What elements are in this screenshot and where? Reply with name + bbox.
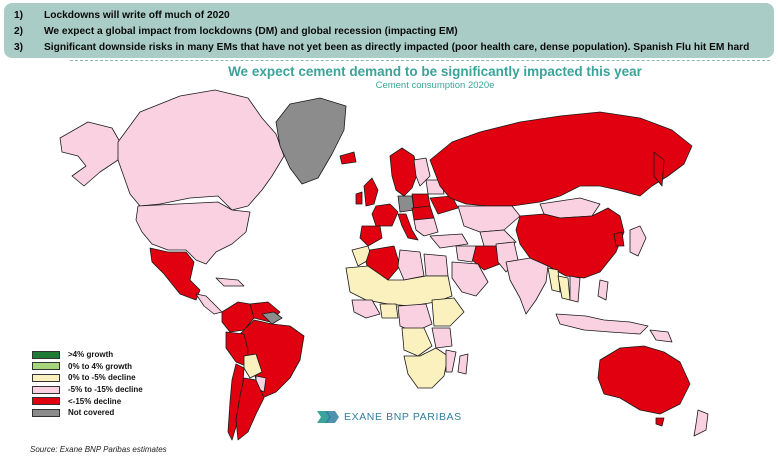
map-legend: >4% growth 0% to 4% growth 0% to -5% dec…	[32, 349, 143, 419]
header-banner: 1) Lockdowns will write off much of 2020…	[4, 3, 774, 58]
region-vietnam	[569, 275, 581, 303]
region-nigeria	[379, 303, 399, 319]
region-greenland	[275, 97, 347, 185]
legend-swatch	[32, 408, 60, 417]
bullet-number: 1)	[14, 10, 24, 21]
region-iceland	[339, 151, 357, 165]
region-italy	[397, 213, 419, 241]
region-west-africa	[351, 299, 381, 319]
legend-item: 0% to 4% growth	[32, 361, 143, 373]
bullet-text: Lockdowns will write off much of 2020	[44, 10, 230, 21]
region-caribbean	[215, 277, 245, 287]
region-southern-africa	[403, 347, 449, 389]
region-thailand	[557, 275, 571, 301]
legend-label: 0% to -5% decline	[68, 373, 136, 383]
region-saudi-arabia	[451, 261, 489, 297]
region-finland	[413, 157, 431, 187]
region-central-europe	[411, 205, 435, 221]
region-kazakhstan	[457, 205, 521, 233]
region-korea	[613, 231, 625, 247]
source-note: Source: Exane BNP Paribas estimates	[30, 445, 167, 454]
legend-swatch	[32, 385, 60, 394]
region-usa	[135, 201, 251, 265]
legend-label: Not covered	[68, 408, 115, 418]
legend-item: Not covered	[32, 407, 143, 419]
bullet-text: Significant downside risks in many EMs t…	[44, 42, 750, 53]
legend-item: 0% to -5% decline	[32, 372, 143, 384]
legend-label: <-15% decline	[68, 396, 122, 406]
region-argentina	[235, 377, 265, 441]
region-philippines	[597, 279, 609, 301]
region-ireland	[355, 191, 363, 205]
legend-label: -5% to -15% decline	[68, 385, 143, 395]
region-iraq-syria	[455, 245, 477, 263]
region-libya	[397, 249, 425, 281]
region-myanmar	[547, 267, 561, 293]
region-russia	[429, 111, 693, 207]
region-east-africa	[431, 297, 465, 327]
region-guianas	[261, 311, 283, 325]
legend-label: 0% to 4% growth	[68, 361, 133, 371]
region-indonesia	[555, 313, 649, 335]
divider-line	[70, 60, 770, 61]
map-title: We expect cement demand to be significan…	[228, 64, 642, 79]
region-tasmania	[655, 417, 665, 427]
legend-swatch	[32, 373, 60, 382]
region-canada	[117, 89, 285, 211]
region-colombia	[221, 301, 255, 333]
map-subtitle: Cement consumption 2020e	[375, 80, 495, 91]
exane-logo: EXANE BNP PARIBAS	[316, 409, 462, 425]
bullet-text: We expect a global impact from lockdowns…	[44, 26, 458, 37]
legend-swatch	[32, 397, 60, 406]
bullet-number: 3)	[14, 42, 24, 53]
region-uk	[363, 177, 379, 207]
legend-swatch	[32, 362, 60, 371]
bullet-number: 2)	[14, 26, 24, 37]
region-ukraine	[429, 195, 459, 215]
region-papua-new-guinea	[649, 329, 673, 343]
region-balkans	[413, 217, 439, 237]
exane-logo-icon	[317, 411, 339, 423]
legend-label: >4% growth	[68, 350, 114, 360]
legend-item: <-15% decline	[32, 395, 143, 407]
region-new-zealand	[693, 409, 709, 437]
region-egypt	[423, 253, 449, 277]
region-alaska	[59, 121, 121, 187]
bullet-1: 1) Lockdowns will write off much of 2020	[14, 8, 774, 24]
region-madagascar	[457, 353, 469, 375]
region-bolivia	[243, 353, 263, 379]
region-turkey	[429, 233, 469, 249]
legend-item: -5% to -15% decline	[32, 384, 143, 396]
region-scandinavia	[389, 147, 419, 197]
logo-text: EXANE BNP PARIBAS	[344, 411, 462, 423]
region-france	[371, 203, 399, 227]
region-australia	[597, 345, 691, 415]
region-mexico	[149, 247, 201, 301]
legend-swatch	[32, 350, 60, 359]
bullet-2: 2) We expect a global impact from lockdo…	[14, 24, 774, 40]
region-tanzania	[431, 327, 453, 349]
region-mozambique	[445, 349, 457, 373]
region-germany	[397, 195, 415, 213]
region-india	[505, 257, 549, 315]
legend-item: >4% growth	[32, 349, 143, 361]
region-chile	[227, 363, 245, 441]
region-kamchatka	[653, 151, 665, 187]
region-central-america	[195, 293, 223, 315]
region-congo	[401, 327, 433, 357]
bullet-3: 3) Significant downside risks in many EM…	[14, 40, 774, 56]
region-japan	[629, 225, 647, 257]
region-china	[515, 207, 625, 279]
region-iberia	[359, 225, 383, 247]
